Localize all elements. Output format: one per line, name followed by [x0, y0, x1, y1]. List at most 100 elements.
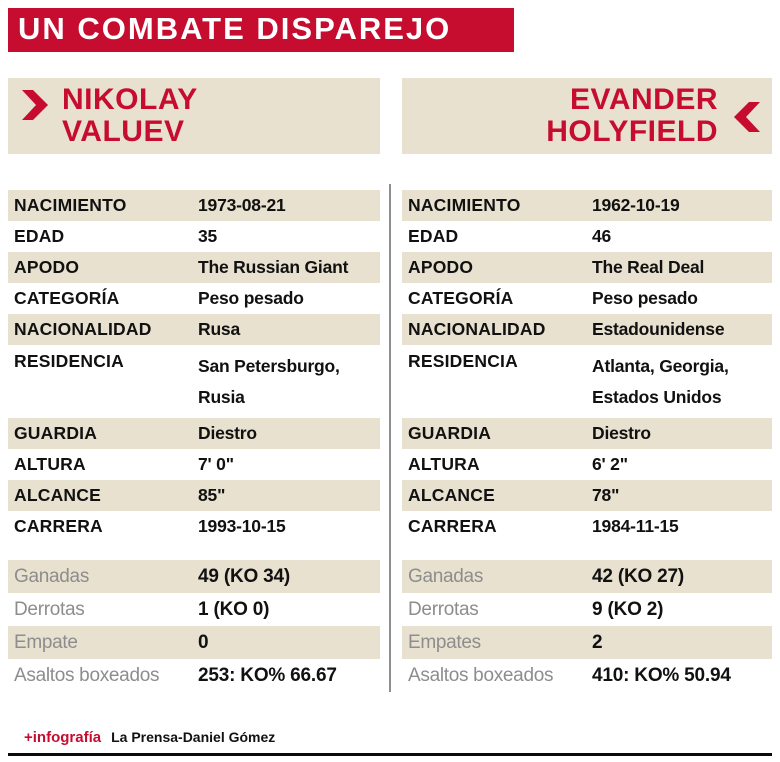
- table-row: APODO The Russian Giant: [8, 252, 380, 284]
- row-label: ALTURA: [14, 454, 86, 475]
- stat-value: 1 (KO 0): [198, 598, 270, 620]
- row-value: Rusa: [198, 319, 240, 340]
- row-value: Peso pesado: [592, 288, 698, 309]
- table-row: ALTURA 7' 0": [8, 449, 380, 480]
- credit-footer: +infografía La Prensa-Daniel Gómez: [24, 729, 275, 746]
- table-row: GUARDIA Diestro: [8, 418, 380, 450]
- stat-value: 253: KO% 66.67: [198, 664, 337, 686]
- row-value: Peso pesado: [198, 288, 304, 309]
- stat-row: Derrotas 9 (KO 2): [402, 593, 772, 626]
- row-label: CARRERA: [14, 516, 103, 537]
- row-value: Atlanta, Georgia, Estados Unidos: [592, 356, 729, 408]
- fighter-record-stats: Ganadas 49 (KO 34) Derrotas 1 (KO 0) Emp…: [8, 560, 380, 692]
- stat-row: Empate 0: [8, 626, 380, 660]
- stat-value: 2: [592, 631, 603, 653]
- row-label: ALTURA: [408, 454, 480, 475]
- stat-value: 42 (KO 27): [592, 565, 684, 587]
- row-label: GUARDIA: [14, 423, 98, 444]
- table-row: APODO The Real Deal: [402, 252, 772, 284]
- table-row: CATEGORÍA Peso pesado: [402, 283, 772, 314]
- stat-row: Asaltos boxeados 253: KO% 66.67: [8, 659, 380, 692]
- row-label: ALCANCE: [14, 485, 101, 506]
- stat-label: Derrotas: [408, 598, 479, 620]
- table-row: NACIONALIDAD Estadounidense: [402, 314, 772, 346]
- fighter-column-holyfield: EVANDER HOLYFIELD NACIMIENTO 1962-10-19 …: [402, 78, 772, 692]
- row-value: 46: [592, 226, 612, 247]
- stat-label: Asaltos boxeados: [408, 664, 554, 686]
- row-label: EDAD: [408, 226, 459, 247]
- stat-label: Derrotas: [14, 598, 85, 620]
- comparison-columns: NIKOLAY VALUEV NACIMIENTO 1973-08-21 EDA…: [8, 78, 772, 693]
- fighter-data-rows: NACIMIENTO 1962-10-19 EDAD 46 APODO The …: [402, 190, 772, 542]
- table-row: EDAD 46: [402, 221, 772, 252]
- row-value: 7' 0": [198, 454, 234, 475]
- table-row: NACIMIENTO 1962-10-19: [402, 190, 772, 222]
- row-label: NACIONALIDAD: [408, 319, 546, 340]
- stat-row: Derrotas 1 (KO 0): [8, 593, 380, 626]
- fighter-first-name: EVANDER: [570, 83, 718, 117]
- title-banner: UN COMBATE DISPAREJO: [8, 8, 514, 53]
- row-value: 78": [592, 485, 620, 506]
- stat-value: 9 (KO 2): [592, 598, 664, 620]
- fighter-last-name: HOLYFIELD: [546, 115, 718, 149]
- bottom-rule: [8, 753, 772, 756]
- stat-value: 49 (KO 34): [198, 565, 290, 587]
- fighter-last-name: VALUEV: [62, 115, 185, 149]
- stat-label: Ganadas: [408, 565, 484, 587]
- row-label: NACIMIENTO: [408, 195, 521, 216]
- stat-value: 0: [198, 631, 209, 653]
- table-row: ALCANCE 78": [402, 480, 772, 512]
- stat-label: Ganadas: [14, 565, 90, 587]
- row-label: ALCANCE: [408, 485, 495, 506]
- row-value: San Petersburgo, Rusia: [198, 356, 340, 408]
- fighter-first-name: NIKOLAY: [62, 83, 198, 117]
- table-row: EDAD 35: [8, 221, 380, 252]
- row-value: The Russian Giant: [198, 257, 349, 278]
- row-value: 35: [198, 226, 218, 247]
- row-label: CARRERA: [408, 516, 497, 537]
- row-value: The Real Deal: [592, 257, 705, 278]
- row-value: 6' 2": [592, 454, 628, 475]
- fighter-name-holyfield: EVANDER HOLYFIELD: [546, 84, 718, 148]
- table-row: RESIDENCIA San Petersburgo, Rusia: [8, 345, 380, 418]
- row-value: Estadounidense: [592, 319, 725, 340]
- row-label: RESIDENCIA: [14, 351, 124, 372]
- table-row: NACIMIENTO 1973-08-21: [8, 190, 380, 222]
- stat-label: Empates: [408, 631, 481, 653]
- stat-row: Ganadas 49 (KO 34): [8, 560, 380, 594]
- row-value: 85": [198, 485, 226, 506]
- row-label: CATEGORÍA: [408, 288, 514, 309]
- fighter-column-valuev: NIKOLAY VALUEV NACIMIENTO 1973-08-21 EDA…: [8, 78, 380, 692]
- right-chevron-icon: [22, 90, 48, 148]
- row-value: 1973-08-21: [198, 195, 286, 216]
- table-row: NACIONALIDAD Rusa: [8, 314, 380, 346]
- row-label: NACIMIENTO: [14, 195, 127, 216]
- row-label: APODO: [408, 257, 474, 278]
- table-row: CARRERA 1984-11-15: [402, 511, 772, 542]
- stat-value: 410: KO% 50.94: [592, 664, 731, 686]
- fighter-header-holyfield: EVANDER HOLYFIELD: [402, 78, 772, 155]
- row-value: 1984-11-15: [592, 516, 679, 537]
- row-label: APODO: [14, 257, 80, 278]
- row-value: Diestro: [198, 423, 257, 444]
- column-divider: [389, 184, 391, 693]
- row-label: GUARDIA: [408, 423, 492, 444]
- table-row: ALCANCE 85": [8, 480, 380, 512]
- row-value: Diestro: [592, 423, 651, 444]
- row-label: EDAD: [14, 226, 65, 247]
- stat-row: Empates 2: [402, 626, 772, 660]
- table-row: GUARDIA Diestro: [402, 418, 772, 450]
- left-chevron-icon: [734, 102, 760, 148]
- page-title: UN COMBATE DISPAREJO: [18, 11, 452, 46]
- stat-row: Asaltos boxeados 410: KO% 50.94: [402, 659, 772, 692]
- credit-text: La Prensa-Daniel Gómez: [111, 729, 276, 745]
- row-value: 1962-10-19: [592, 195, 680, 216]
- row-label: NACIONALIDAD: [14, 319, 152, 340]
- stat-label: Asaltos boxeados: [14, 664, 160, 686]
- infografia-brand: +infografía: [24, 729, 102, 746]
- table-row: ALTURA 6' 2": [402, 449, 772, 480]
- fighter-header-valuev: NIKOLAY VALUEV: [8, 78, 380, 155]
- stat-label: Empate: [14, 631, 78, 653]
- fighter-record-stats: Ganadas 42 (KO 27) Derrotas 9 (KO 2) Emp…: [402, 560, 772, 692]
